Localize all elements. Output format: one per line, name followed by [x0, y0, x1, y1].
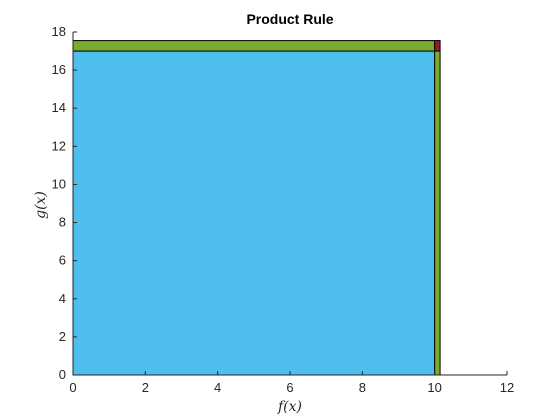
y-tick-label: 6 — [59, 253, 66, 268]
plot-rectangles — [72, 40, 441, 376]
chart-title: Product Rule — [246, 11, 333, 27]
x-tick-label: 6 — [286, 380, 293, 395]
y-tick-label: 16 — [52, 62, 66, 77]
y-tick-label: 8 — [59, 215, 66, 230]
y-tick-label: 18 — [52, 24, 66, 39]
y-tick-label: 2 — [59, 329, 66, 344]
x-ticks: 0 2 4 6 8 10 12 — [69, 371, 514, 395]
rect-1 — [434, 50, 441, 376]
y-ticks: 0 2 4 6 8 10 12 14 16 18 — [52, 24, 77, 382]
y-axis-label: g(x) — [33, 191, 49, 219]
y-tick-label: 0 — [59, 367, 66, 382]
x-axis-label: f(x) — [277, 399, 302, 415]
x-tick-label: 4 — [214, 380, 221, 395]
x-tick-label: 8 — [359, 380, 366, 395]
y-tick-label: 10 — [52, 176, 66, 191]
x-tick-label: 12 — [500, 380, 514, 395]
x-tick-label: 10 — [427, 380, 441, 395]
x-tick-label: 2 — [142, 380, 149, 395]
y-tick-label: 4 — [59, 291, 66, 306]
y-tick-label: 12 — [52, 138, 66, 153]
rect-2 — [72, 40, 436, 52]
rect-0 — [72, 50, 436, 376]
rect-3 — [434, 40, 441, 52]
y-tick-label: 14 — [52, 100, 66, 115]
x-tick-label: 0 — [69, 380, 76, 395]
